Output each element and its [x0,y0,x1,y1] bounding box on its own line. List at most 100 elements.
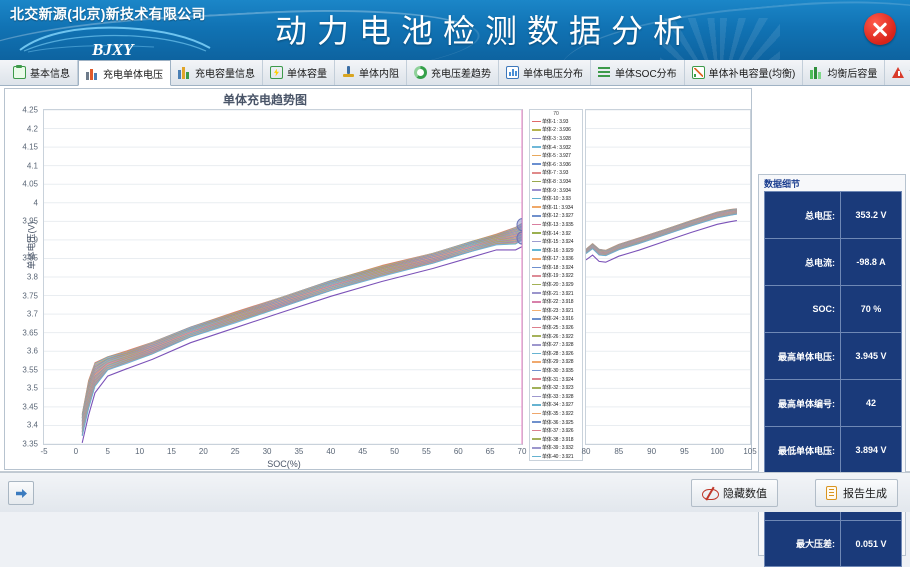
legend-item[interactable]: 单体-40 : 3.921 [530,452,582,460]
y-tick-label: 4.15 [22,142,38,152]
tab-label: 单体电压分布 [523,69,583,80]
legend-item[interactable]: 单体-27 : 3.928 [530,340,582,349]
legend-label: 单体-36 : 3.925 [542,419,574,426]
legend-item[interactable]: 单体-31 : 3.924 [530,375,582,384]
legend-item[interactable]: 单体-22 : 3.918 [530,297,582,306]
legend-item[interactable]: 单体-36 : 3.925 [530,418,582,427]
bjxy-logo: BJXY [19,26,211,58]
tab-3[interactable]: 充电容量信息 [171,60,263,85]
legend-color-swatch [532,369,541,372]
legend-item[interactable]: 单体-13 : 3.935 [530,220,582,229]
legend-item[interactable]: 单体-18 : 3.924 [530,263,582,272]
legend-label: 单体-2 : 3.936 [542,127,571,134]
chart-panel: 单体充电趋势图 单体电压(V) 3.35 3.4 3.45 3.5 3.55 3.6 3.6… [4,88,757,470]
tab-label: 充电单体电压 [103,69,163,81]
tab-11[interactable]: 故障信息 [885,60,910,85]
data-row: 最高单体电压: 3.945 V [764,332,902,379]
data-row-value: 3.945 V [841,333,901,379]
legend-item[interactable]: 单体-1 : 3.93 [530,117,582,126]
legend-label: 单体-33 : 3.928 [542,393,574,400]
plot-area-secondary[interactable] [585,109,751,445]
legend-item[interactable]: 单体-4 : 3.932 [530,143,582,152]
legend-item[interactable]: 单体-12 : 3.927 [530,212,582,221]
legend-item[interactable]: 单体-2 : 3.936 [530,126,582,135]
legend-item[interactable]: 单体-26 : 3.922 [530,332,582,341]
data-row-key: SOC: [765,286,841,332]
legend-item[interactable]: 单体-3 : 3.928 [530,134,582,143]
legend-item[interactable]: 单体-39 : 3.932 [530,444,582,453]
x-axis-labels-main: -5 0 5 10 15 20 25 30 35 40 45 50 55 60 65 70 [40,447,527,461]
legend-label: 单体-3 : 3.928 [542,135,571,142]
legend-color-swatch [532,378,541,380]
legend-item[interactable]: 单体-7 : 3.93 [530,169,582,178]
legend-item[interactable]: 单体-38 : 3.918 [530,435,582,444]
x-tick-label: 55 [421,447,431,456]
tab-2[interactable]: 充电单体电压 [78,60,171,86]
legend-item[interactable]: 单体-29 : 3.928 [530,358,582,367]
tab-5[interactable]: 单体内阻 [335,60,407,85]
y-tick-label: 3.55 [22,365,38,375]
tab-6[interactable]: 充电压差趋势 [407,60,499,85]
y-tick-label: 4.1 [26,161,38,171]
x-tick-label: 70 [517,447,527,456]
plot-area-main[interactable] [43,109,523,445]
legend-item[interactable]: 单体-30 : 3.935 [530,366,582,375]
tab-9[interactable]: 单体补电容量(均衡) [685,60,804,85]
data-row: 最大压差: 0.051 V [764,520,902,567]
cycle-icon [414,66,427,79]
legend-item[interactable]: 单体-23 : 3.921 [530,306,582,315]
legend-item[interactable]: 单体-10 : 3.93 [530,194,582,203]
legend-item[interactable]: 单体-33 : 3.928 [530,392,582,401]
legend-item[interactable]: 单体-17 : 3.936 [530,255,582,264]
tab-4[interactable]: 单体容量 [263,60,335,85]
legend-item[interactable]: 单体-15 : 3.924 [530,237,582,246]
data-row: 总电流: -98.8 A [764,238,902,285]
legend-item[interactable]: 单体-20 : 3.929 [530,280,582,289]
x-tick-label-secondary: 90 [647,447,657,456]
legend-item[interactable]: 单体-16 : 3.929 [530,246,582,255]
legend-item[interactable]: 单体-5 : 3.927 [530,151,582,160]
legend-item[interactable]: 单体-8 : 3.934 [530,177,582,186]
data-row: 最低单体电压: 3.894 V [764,426,902,473]
legend-item[interactable]: 单体-37 : 3.926 [530,426,582,435]
y-tick-label: 3.75 [22,291,38,301]
close-icon[interactable] [864,13,896,45]
company-name: 北交新源(北京)新技术有限公司 [10,6,206,22]
legend-item[interactable]: 单体-11 : 3.934 [530,203,582,212]
svg-text:BJXY: BJXY [91,40,135,58]
legend-item[interactable]: 单体-34 : 3.927 [530,401,582,410]
legend-label: 单体-10 : 3.93 [542,196,571,203]
legend-item[interactable]: 单体-19 : 3.922 [530,272,582,281]
legend-color-swatch [532,421,541,423]
legend-item[interactable]: 单体-14 : 3.92 [530,229,582,238]
legend-item[interactable]: 单体-35 : 3.922 [530,409,582,418]
legend-label: 单体-29 : 3.928 [542,359,574,366]
chart-legend[interactable]: 70 单体-1 : 3.93 单体-2 : 3.936 单体-3 : 3.928 单体… [529,109,583,461]
back-button[interactable] [8,481,34,505]
legend-item[interactable]: 单体-28 : 3.926 [530,349,582,358]
y-tick-label: 3.9 [26,235,38,245]
tab-8[interactable]: 单体SOC分布 [591,60,685,85]
legend-label: 单体-22 : 3.918 [542,299,574,306]
tab-1[interactable]: 基本信息 [6,60,78,85]
legend-item[interactable]: 单体-6 : 3.936 [530,160,582,169]
legend-item[interactable]: 单体-21 : 3.921 [530,289,582,298]
decor-fan [660,18,780,60]
generate-report-button[interactable]: 报告生成 [815,479,898,507]
legend-item[interactable]: 单体-9 : 3.934 [530,186,582,195]
x-tick-label: 35 [294,447,304,456]
hide-values-button[interactable]: 隐藏数值 [691,479,778,507]
legend-color-swatch [532,172,541,174]
legend-color-swatch [532,206,541,209]
legend-item[interactable]: 单体-32 : 3.923 [530,383,582,392]
tab-10[interactable]: 均衡后容量 [803,60,886,85]
legend-item[interactable]: 单体-24 : 3.916 [530,315,582,324]
legend-color-swatch [532,404,541,406]
legend-color-swatch [532,283,541,286]
legend-color-swatch [532,292,541,294]
y-axis-labels: 3.35 3.4 3.45 3.5 3.55 3.6 3.65 3.7 3.75 3.8 3.85 3… [5,106,41,449]
legend-color-swatch [532,266,541,269]
legend-item[interactable]: 单体-25 : 3.926 [530,323,582,332]
tab-7[interactable]: 单体电压分布 [499,60,591,85]
legend-color-swatch [532,429,541,432]
